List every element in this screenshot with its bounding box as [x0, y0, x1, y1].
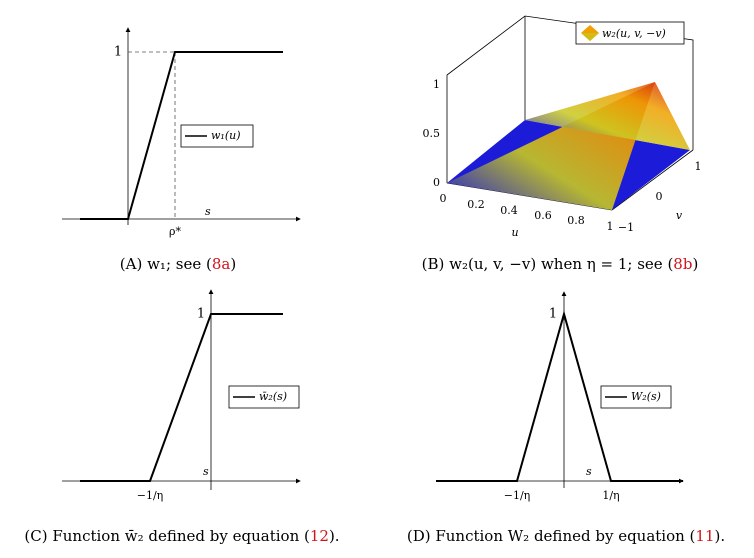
legend — [575, 21, 685, 45]
x-tick-label: 1/η — [602, 489, 619, 502]
legend-label: W₂(s) — [631, 390, 661, 403]
y-tick-label: 1 — [197, 307, 205, 322]
x-tick-label: ρ* — [169, 225, 181, 238]
y-tick-label: 1 — [549, 307, 557, 322]
caption-text: (A) w₁; see ( — [120, 255, 212, 273]
u-tick-label: 1 — [607, 220, 614, 233]
surface — [525, 82, 690, 150]
v-label: v — [676, 209, 683, 222]
u-tick-label: 0 — [440, 192, 447, 205]
caption: (A) w₁; see (8a) — [120, 255, 236, 273]
z-tick-label: 0.5 — [423, 127, 441, 140]
y-tick-label: 1 — [114, 45, 122, 60]
caption-text: (B) w₂(u, v, −v) when η = 1; see ( — [422, 255, 674, 273]
caption-text: ). — [715, 527, 726, 545]
caption-ref[interactable]: 8b — [673, 255, 692, 273]
z-tick-label: 0 — [433, 176, 440, 189]
x-tick-label: −1/η — [504, 489, 531, 502]
caption-text: (C) Function w̄₂ defined by equation ( — [24, 527, 309, 545]
z-tick-label: 1 — [433, 78, 440, 91]
v-tick-label: 1 — [695, 160, 702, 173]
function-curve — [80, 313, 283, 482]
function-curve — [436, 310, 683, 482]
u-tick-label: 0.4 — [500, 204, 518, 217]
legend-label: w̄₂(s) — [259, 390, 287, 403]
panel-a: 1 ρ* s w₁(u) (A) w₁; see (8a) — [62, 27, 301, 273]
legend — [600, 385, 672, 409]
caption-text: ) — [230, 255, 236, 273]
caption: (D) Function W₂ defined by equation (11)… — [407, 527, 725, 545]
legend-label: w₂(u, v, −v) — [602, 27, 666, 40]
x-tick-label: −1/η — [137, 489, 164, 502]
caption: (B) w₂(u, v, −v) when η = 1; see (8b) — [422, 255, 699, 273]
legend-label: w₁(u) — [211, 129, 241, 142]
v-tick-label: −1 — [618, 221, 634, 234]
legend — [180, 124, 254, 148]
x-label: s — [586, 465, 592, 478]
function-curve — [80, 51, 283, 220]
x-label: s — [203, 465, 209, 478]
caption-text: (D) Function W₂ defined by equation ( — [407, 527, 696, 545]
caption-text: ) — [692, 255, 698, 273]
u-tick-label: 0.6 — [534, 209, 552, 222]
u-tick-label: 0.8 — [567, 214, 585, 227]
legend-swatch — [581, 33, 599, 41]
panel-d: 1 −1/η 1/η s W₂(s) (D) Function W₂ defin… — [407, 291, 725, 545]
u-label: u — [511, 226, 518, 239]
caption-text: ). — [329, 527, 340, 545]
legend — [228, 385, 300, 409]
v-axis — [611, 149, 694, 211]
caption: (C) Function w̄₂ defined by equation (12… — [24, 527, 339, 545]
caption-ref[interactable]: 11 — [695, 527, 714, 545]
panel-b: 0 0.5 1 0 0.2 0.4 0.6 0.8 1 −1 0 1 u v w… — [422, 15, 702, 273]
x-label: s — [205, 205, 211, 218]
v-tick-label: 0 — [656, 190, 663, 203]
caption-ref[interactable]: 12 — [310, 527, 329, 545]
u-tick-label: 0.2 — [467, 198, 485, 211]
panel-c: 1 −1/η s w̄₂(s) (C) Function w̄₂ defined… — [24, 289, 340, 545]
caption-ref[interactable]: 8a — [212, 255, 231, 273]
